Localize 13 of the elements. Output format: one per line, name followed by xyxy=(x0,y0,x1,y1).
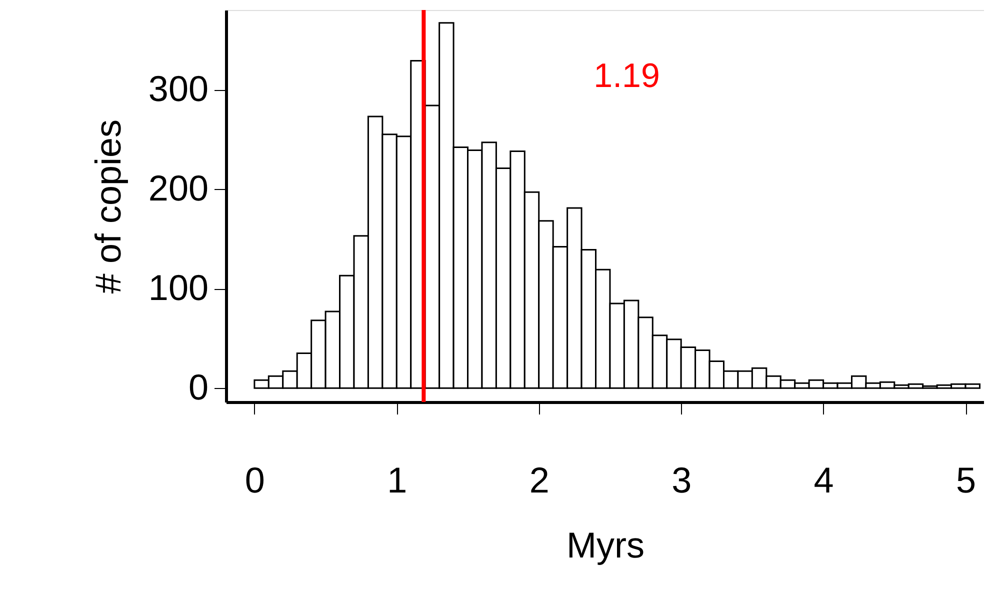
y-tick-label: 200 xyxy=(148,168,208,209)
y-axis-title: # of copies xyxy=(87,119,128,294)
x-tick-label: 4 xyxy=(814,460,834,500)
y-tick-label: 300 xyxy=(148,68,208,110)
x-tick-label: 5 xyxy=(956,460,976,500)
ref-line-label: 1.19 xyxy=(594,57,660,95)
y-tick-label: 0 xyxy=(188,366,208,408)
x-tick-label: 2 xyxy=(529,460,550,500)
x-tick-label: 3 xyxy=(672,460,692,500)
x-tick-label: 0 xyxy=(244,460,265,500)
x-axis-title: Myrs xyxy=(566,524,644,566)
y-tick-label: 100 xyxy=(148,267,208,308)
x-tick-label: 1 xyxy=(387,460,408,500)
